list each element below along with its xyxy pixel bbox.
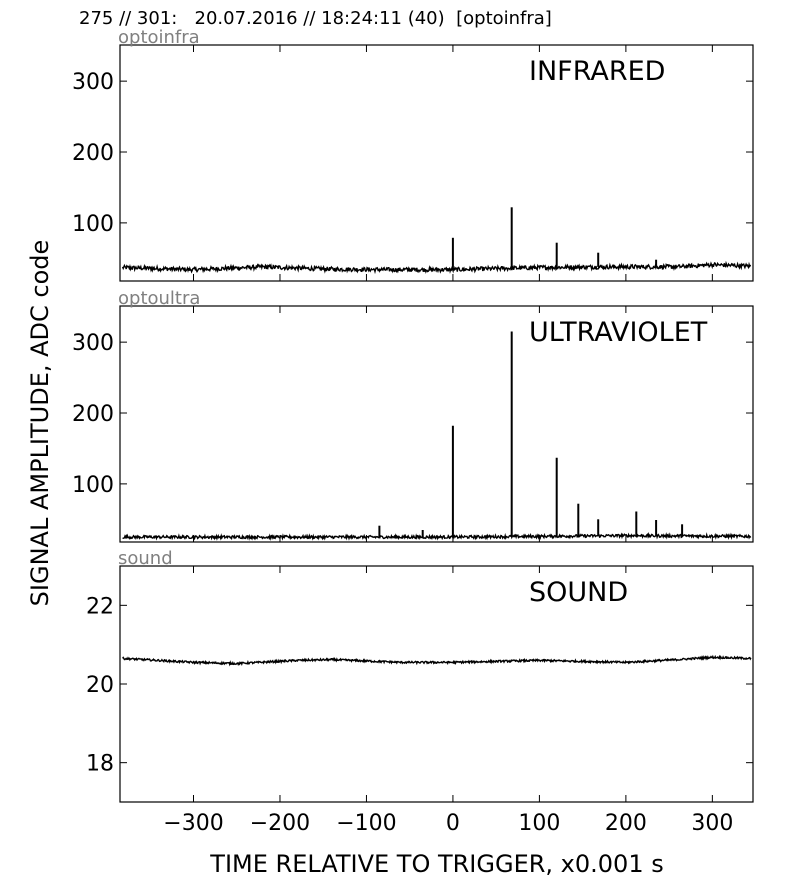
y-tick-label-ultraviolet-2: 300: [72, 331, 114, 356]
x-axis-label: TIME RELATIVE TO TRIGGER, x0.001 s: [209, 850, 663, 878]
x-tick-label-0: −300: [163, 811, 223, 836]
channel-label-infrared: optoinfra: [118, 27, 200, 48]
panel-sound: 18 20 22 sound SOUND: [86, 548, 754, 803]
channel-label-ultraviolet: optoultra: [118, 288, 200, 309]
plot-frame-sound: [119, 565, 754, 803]
x-tick-label-2: −100: [336, 811, 396, 836]
figure-header: 275 // 301: 20.07.2016 // 18:24:11 (40) …: [79, 8, 552, 29]
y-tick-label-infrared-1: 200: [72, 141, 114, 166]
y-tick-label-infrared-2: 300: [72, 70, 114, 95]
channel-label-sound: sound: [118, 548, 173, 569]
series-trace-sound: [122, 654, 752, 667]
series-trace-infrared: [121, 260, 752, 275]
panel-title-infrared: INFRARED: [529, 56, 665, 87]
y-tick-label-ultraviolet-0: 100: [72, 473, 114, 498]
panel-ultraviolet: 100 200 300 optoultra ULTRAVIOLET: [72, 288, 754, 543]
x-tick-label-5: 200: [605, 811, 647, 836]
y-tick-label-infrared-0: 100: [72, 212, 114, 237]
panel-title-sound: SOUND: [529, 577, 628, 608]
plot-frame-infrared: [119, 44, 754, 282]
x-tick-label-1: −200: [250, 811, 310, 836]
x-tick-label-3: 0: [446, 811, 460, 836]
y-axis-label: SIGNAL AMPLITUDE, ADC code: [26, 240, 54, 607]
panel-infrared: 100 200 300 optoinfra INFRARED: [72, 27, 754, 282]
panel-title-ultraviolet: ULTRAVIOLET: [529, 317, 708, 348]
y-tick-label-sound-0: 18: [86, 752, 114, 777]
x-tick-label-6: 300: [691, 811, 733, 836]
y-tick-label-sound-1: 20: [86, 673, 114, 698]
y-tick-label-sound-2: 22: [86, 594, 114, 619]
y-tick-label-ultraviolet-1: 200: [72, 402, 114, 427]
plot-frame-ultraviolet: [119, 305, 754, 543]
series-trace-ultraviolet: [122, 531, 752, 542]
x-tick-label-4: 100: [518, 811, 560, 836]
